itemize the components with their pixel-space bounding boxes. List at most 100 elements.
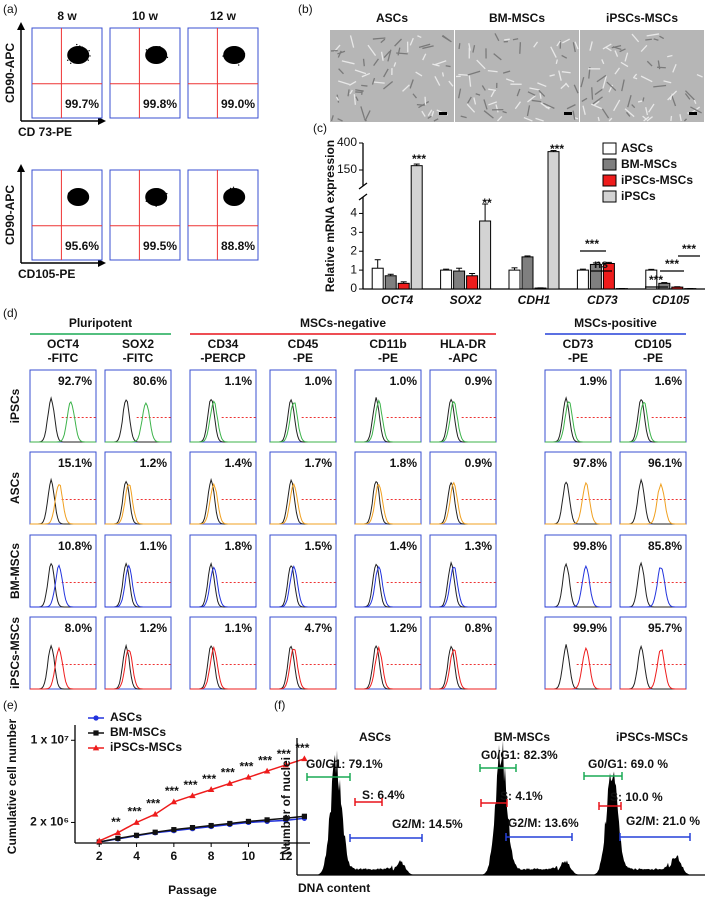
dot: [77, 197, 80, 200]
significance: **: [111, 815, 121, 829]
marker-label: CD34: [208, 337, 239, 351]
significance: ***: [165, 784, 179, 798]
cell: [643, 116, 650, 122]
point: [133, 819, 140, 825]
dot: [147, 55, 149, 57]
significance: ns: [594, 257, 608, 271]
bar: [521, 256, 534, 290]
dot: [155, 55, 157, 58]
dot: [146, 194, 148, 196]
image-title: BM-MSCs: [489, 11, 545, 25]
cell: [632, 76, 638, 80]
cell: [645, 38, 652, 41]
cell: [606, 81, 617, 92]
histogram-curve: [270, 482, 336, 525]
legend-label: BM-MSCs: [621, 157, 677, 171]
dot: [75, 49, 78, 51]
point: [133, 832, 140, 838]
histogram-plot: [619, 369, 687, 443]
x-tick-label: 6: [171, 849, 178, 863]
dot: [239, 60, 241, 62]
dot: [145, 53, 147, 55]
flow-plot: [109, 169, 181, 261]
dot: [149, 194, 151, 197]
histogram-plot: [429, 616, 497, 690]
dot: [158, 49, 160, 51]
dot: [234, 59, 236, 62]
cell: [608, 117, 613, 122]
cell: [670, 115, 673, 122]
cell: [597, 116, 600, 122]
phase-label: G2/M: 14.5%: [392, 817, 463, 831]
percent-label: 1.9%: [580, 374, 608, 388]
dot: [233, 51, 236, 53]
dot: [163, 198, 165, 201]
dot: [224, 50, 227, 52]
percent-label: 88.8%: [221, 239, 255, 253]
dot: [153, 62, 156, 64]
dot: [155, 48, 157, 50]
dot: [232, 200, 235, 202]
dot: [74, 61, 76, 63]
cell: [458, 43, 461, 50]
x-tick-label: 12: [279, 849, 293, 863]
marker-label: HLA-DR: [440, 337, 486, 351]
dot: [228, 193, 230, 195]
significance: ***: [183, 778, 197, 792]
dot: [225, 54, 228, 56]
cell: [487, 69, 498, 73]
dot: [160, 194, 162, 196]
marker-label: -FITC: [48, 351, 79, 365]
row-label: ASCs: [8, 472, 22, 504]
dot: [163, 56, 166, 58]
y-axis-label: CD90-APC: [3, 43, 17, 103]
dot: [70, 62, 72, 65]
dot: [162, 53, 164, 56]
x-tick-label: 4: [133, 849, 140, 863]
point: [151, 810, 159, 817]
cell: [602, 75, 607, 89]
dot: [230, 51, 233, 53]
dot: [74, 53, 77, 56]
dot: [239, 190, 241, 193]
histogram-curve: [545, 646, 611, 690]
panel-label: (c): [313, 121, 327, 135]
cell: [468, 75, 472, 87]
dot: [76, 192, 79, 195]
dot: [235, 49, 238, 52]
histogram-curve: [620, 482, 686, 525]
dot: [72, 48, 74, 50]
cell: [642, 97, 645, 102]
dot: [229, 187, 232, 190]
point: [263, 767, 271, 774]
histogram-curve: [30, 401, 96, 443]
cell: [696, 73, 703, 78]
cell: [627, 95, 632, 108]
dot: [70, 189, 73, 192]
cell: [601, 59, 605, 65]
cell: [523, 116, 533, 122]
point: [170, 798, 178, 805]
dot: [71, 54, 73, 56]
dot: [150, 49, 153, 51]
histogram-plot: [104, 369, 172, 443]
dot: [228, 58, 231, 60]
dot: [69, 56, 71, 58]
dot: [82, 199, 84, 201]
percent-label: 1.8%: [225, 539, 253, 553]
cell: [433, 118, 439, 122]
legend-label: iPSCs-MSCs: [621, 173, 693, 187]
dot: [151, 52, 153, 55]
percent-label: 1.1%: [140, 539, 168, 553]
dot: [159, 45, 161, 48]
cell: [555, 59, 558, 65]
dot: [73, 196, 76, 198]
dot: [84, 201, 87, 203]
dot: [155, 49, 158, 51]
dot: [157, 59, 159, 61]
histogram-curve: [545, 481, 611, 525]
dot: [145, 49, 148, 51]
cell: [621, 79, 625, 92]
dot: [158, 56, 161, 58]
